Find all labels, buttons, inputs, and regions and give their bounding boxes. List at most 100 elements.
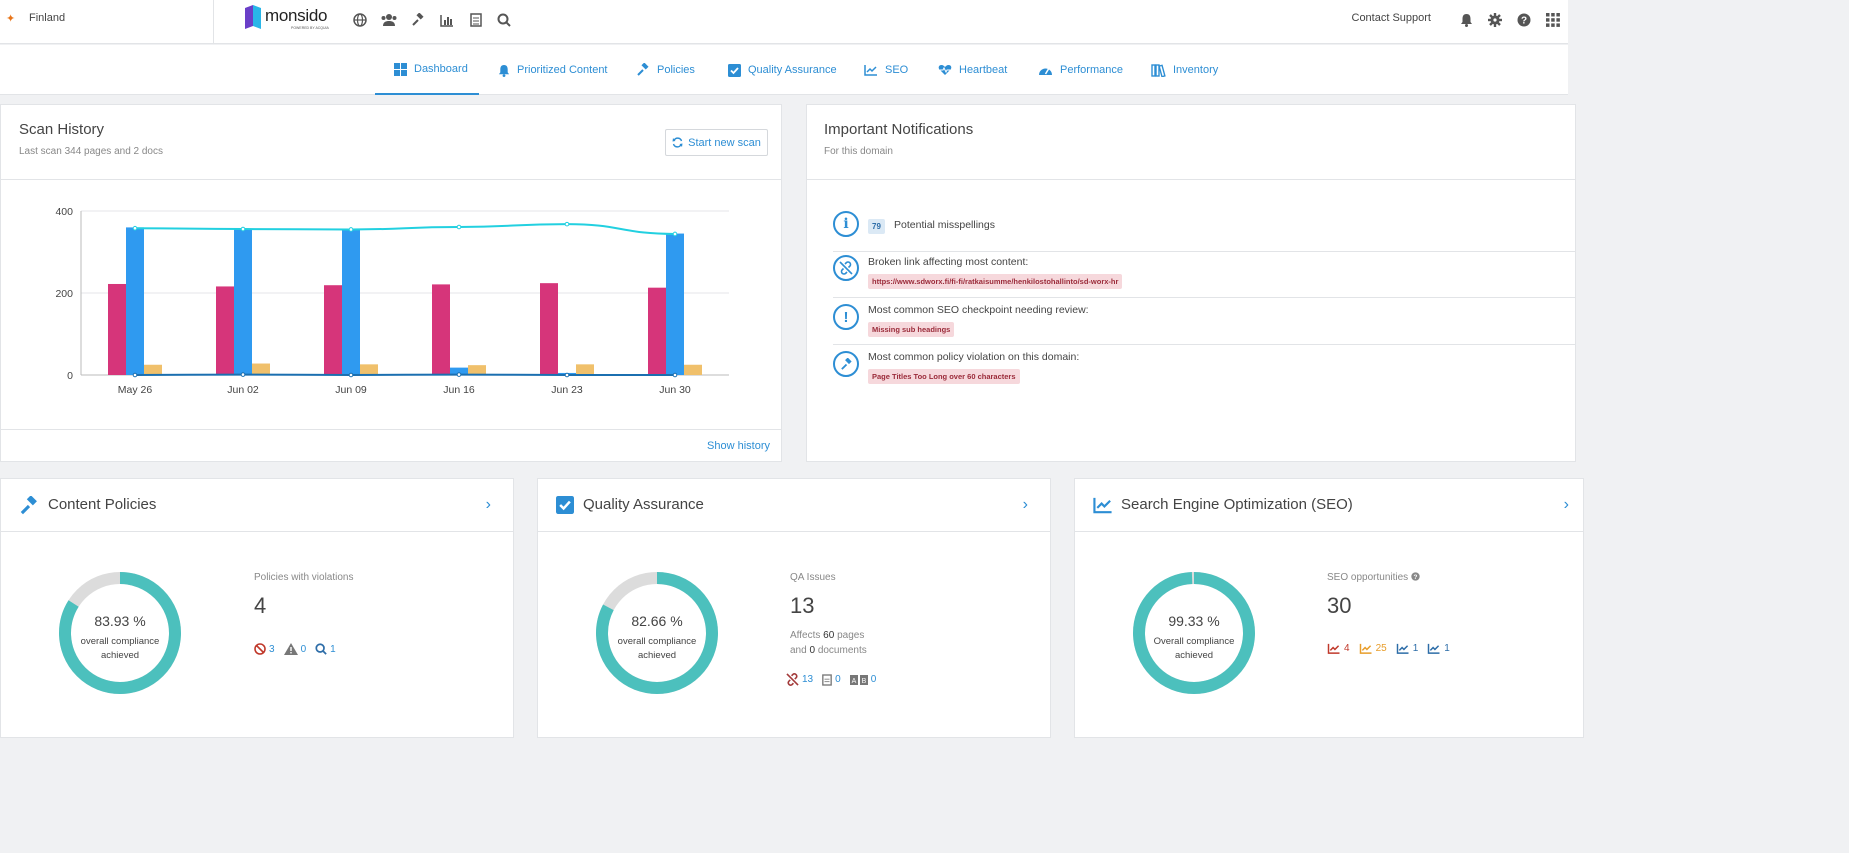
notification-item[interactable]: Most common policy violation on this dom…: [833, 345, 1575, 392]
books-icon: [1151, 63, 1166, 77]
document-issues-count[interactable]: 0: [822, 673, 841, 686]
info-icon: i: [833, 211, 859, 237]
donut-fill: [596, 572, 718, 694]
content-policies-header[interactable]: Content Policies ›: [1, 479, 513, 532]
line-point[interactable]: [240, 372, 246, 377]
count-value: 25: [1375, 643, 1387, 654]
globe-icon[interactable]: [350, 10, 370, 30]
bar[interactable]: [540, 283, 558, 375]
broken-link-url-badge[interactable]: https://www.sdworx.fi/fi-fi/ratkaisumme/…: [868, 274, 1123, 289]
bell-icon: [498, 64, 510, 77]
seo-title: Search Engine Optimization (SEO): [1121, 496, 1353, 513]
bar[interactable]: [342, 229, 360, 375]
seo-medium-count[interactable]: 1: [1396, 643, 1419, 654]
bar[interactable]: [234, 229, 252, 375]
line-point[interactable]: [240, 226, 246, 232]
bar[interactable]: [468, 365, 486, 375]
seo-header[interactable]: Search Engine Optimization (SEO) ›: [1075, 479, 1583, 532]
checkbox-icon: [728, 63, 741, 77]
tab-dashboard[interactable]: Dashboard: [375, 45, 479, 95]
documents-label: documents: [817, 645, 867, 656]
line-point[interactable]: [348, 372, 354, 378]
bar[interactable]: [324, 285, 342, 375]
tab-seo[interactable]: SEO: [864, 45, 908, 95]
count-value: 13: [802, 674, 814, 685]
contact-support-link[interactable]: Contact Support: [1351, 12, 1432, 24]
line-point[interactable]: [456, 372, 462, 377]
help-icon[interactable]: ?: [1514, 10, 1534, 30]
gear-icon[interactable]: [1485, 10, 1505, 30]
start-new-scan-button[interactable]: Start new scan: [665, 129, 768, 156]
line-point[interactable]: [132, 225, 138, 231]
bar[interactable]: [126, 227, 144, 375]
tab-performance[interactable]: Performance: [1038, 45, 1123, 95]
notification-item[interactable]: Broken link affecting most content: http…: [833, 250, 1575, 298]
gavel-icon[interactable]: [408, 10, 428, 30]
chevron-right-icon[interactable]: ›: [1563, 496, 1569, 513]
line-point[interactable]: [564, 372, 570, 378]
tab-heartbeat[interactable]: Heartbeat: [938, 45, 1007, 95]
notification-text: Most common policy violation on this dom…: [868, 351, 1080, 363]
bell-icon[interactable]: [1456, 10, 1476, 30]
tab-inventory[interactable]: Inventory: [1151, 45, 1218, 95]
bar[interactable]: [144, 364, 162, 375]
bar[interactable]: [360, 364, 378, 375]
broken-links-count[interactable]: 13: [786, 673, 813, 686]
line-point[interactable]: [564, 221, 570, 227]
bar[interactable]: [648, 287, 666, 375]
tab-prioritized-content[interactable]: Prioritized Content: [498, 45, 608, 95]
monsido-logo[interactable]: monsido POWERED BY ACQUIA: [243, 5, 335, 35]
policy-violation-badge[interactable]: Page Titles Too Long over 60 characters: [868, 369, 1020, 384]
quality-assurance-title: Quality Assurance: [583, 496, 704, 513]
unwanted-policy-count[interactable]: 3: [254, 643, 275, 655]
line-point[interactable]: [132, 372, 138, 378]
seo-low-count[interactable]: 1: [1427, 643, 1450, 654]
count-value: 1: [1412, 643, 1419, 654]
line-point[interactable]: [348, 227, 354, 232]
document-icon[interactable]: [466, 10, 486, 30]
line-point[interactable]: [456, 224, 462, 230]
tab-policies[interactable]: Policies: [636, 45, 695, 95]
apps-grid-icon[interactable]: [1543, 10, 1563, 30]
seo-card: Search Engine Optimization (SEO) › 99.33…: [1074, 478, 1584, 738]
tab-quality-assurance[interactable]: Quality Assurance: [728, 45, 837, 95]
domain-selector[interactable]: ✦ Finland: [0, 0, 214, 44]
bar[interactable]: [684, 364, 702, 375]
scan-history-subtitle: Last scan 344 pages and 2 docs: [19, 146, 163, 157]
notification-item[interactable]: ! Most common SEO checkpoint needing rev…: [833, 298, 1575, 345]
seo-donut-label: Overall compliance achieved: [1153, 636, 1235, 661]
bar[interactable]: [432, 284, 450, 375]
qa-donut-text: 82.66 % overall compliance achieved: [605, 613, 709, 663]
users-icon[interactable]: [378, 10, 400, 30]
tab-label: Heartbeat: [959, 64, 1008, 76]
line-point[interactable]: [672, 372, 678, 378]
seo-critical-count[interactable]: 4: [1327, 643, 1350, 654]
bar[interactable]: [576, 364, 594, 375]
chevron-right-icon[interactable]: ›: [485, 496, 491, 513]
search-policy-count[interactable]: 1: [315, 643, 336, 655]
seo-checkpoint-badge[interactable]: Missing sub headings: [868, 322, 955, 337]
y-tick-label: 200: [55, 288, 73, 300]
help-icon[interactable]: ?: [1411, 572, 1420, 581]
bar[interactable]: [108, 283, 126, 375]
show-history-link[interactable]: Show history: [707, 440, 770, 452]
line-point[interactable]: [672, 231, 678, 237]
search-icon[interactable]: [494, 10, 514, 30]
x-tick-label: Jun 23: [551, 384, 583, 396]
tab-label: Inventory: [1173, 64, 1219, 76]
quality-assurance-header[interactable]: Quality Assurance ›: [538, 479, 1050, 532]
bar[interactable]: [216, 286, 234, 375]
bar[interactable]: [252, 363, 270, 375]
quality-assurance-card: Quality Assurance › 82.66 % overall comp…: [537, 478, 1051, 738]
seo-high-count[interactable]: 25: [1359, 643, 1387, 654]
required-policy-count[interactable]: 0: [283, 643, 306, 655]
chevron-right-icon[interactable]: ›: [1022, 496, 1028, 513]
bar[interactable]: [450, 367, 468, 375]
count-value: 0: [870, 674, 877, 685]
bar[interactable]: [666, 233, 684, 375]
notification-text: Most common SEO checkpoint needing revie…: [868, 304, 1089, 316]
policies-donut-text: 83.93 % overall compliance achieved: [68, 613, 172, 663]
chart-icon[interactable]: [437, 10, 457, 30]
notification-item[interactable]: i 79 Potential misspellings: [833, 205, 1575, 252]
